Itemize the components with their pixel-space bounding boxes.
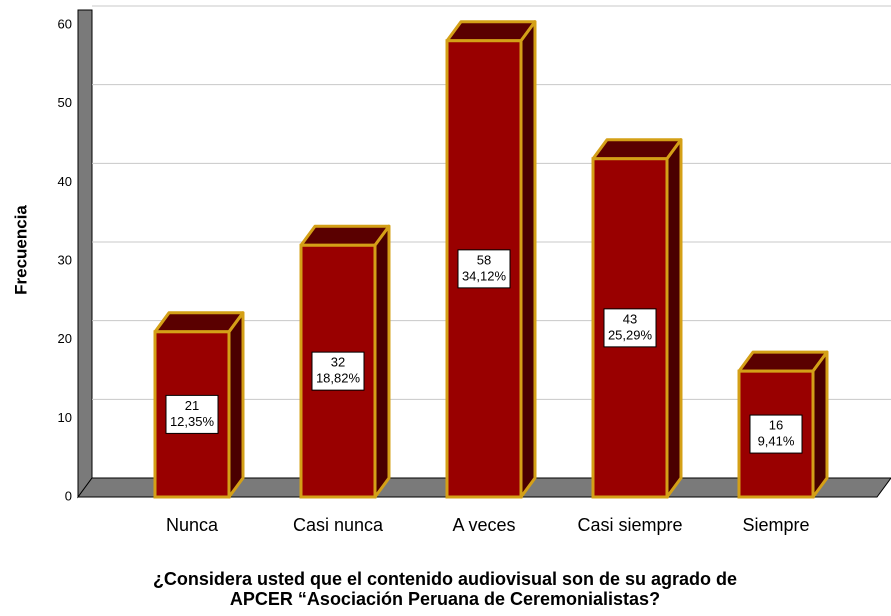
data-label: 21 [185, 398, 199, 413]
y-tick-label: 50 [58, 95, 72, 110]
data-label: 16 [769, 418, 783, 433]
data-label-box [165, 394, 219, 434]
x-tick-label: Casi nunca [293, 515, 384, 535]
y-tick-label: 40 [58, 174, 72, 189]
data-label: 9,41% [758, 434, 795, 449]
x-tick-label: Nunca [166, 515, 219, 535]
data-label: 12,35% [170, 414, 215, 429]
y-tick-label: 20 [58, 331, 72, 346]
bar-side [665, 138, 683, 499]
bar-side [373, 224, 391, 499]
data-label-box [457, 249, 511, 289]
data-label: 34,12% [462, 268, 507, 283]
x-axis-title: ¿Considera usted que el contenido audiov… [153, 569, 737, 589]
data-label-box [603, 308, 657, 348]
y-tick-label: 60 [58, 16, 72, 31]
bar-side [811, 350, 829, 499]
x-tick-label: A veces [452, 515, 515, 535]
left-wall [77, 9, 93, 499]
data-label-box [311, 351, 365, 391]
x-tick-label: Siempre [742, 515, 809, 535]
y-tick-label: 10 [58, 410, 72, 425]
data-label: 43 [623, 311, 637, 326]
bar-side [227, 311, 245, 499]
data-label: 58 [477, 252, 491, 267]
data-label: 25,29% [608, 327, 653, 342]
x-axis-title: APCER “Asociación Peruana de Ceremoniali… [230, 589, 660, 609]
bar-side [519, 20, 537, 499]
data-label: 32 [331, 355, 345, 370]
data-label: 18,82% [316, 371, 361, 386]
y-tick-label: 0 [65, 488, 72, 503]
x-tick-label: Casi siempre [577, 515, 682, 535]
y-tick-label: 30 [58, 252, 72, 267]
data-label-box [749, 414, 803, 454]
y-axis-title: Frecuencia [11, 205, 30, 295]
